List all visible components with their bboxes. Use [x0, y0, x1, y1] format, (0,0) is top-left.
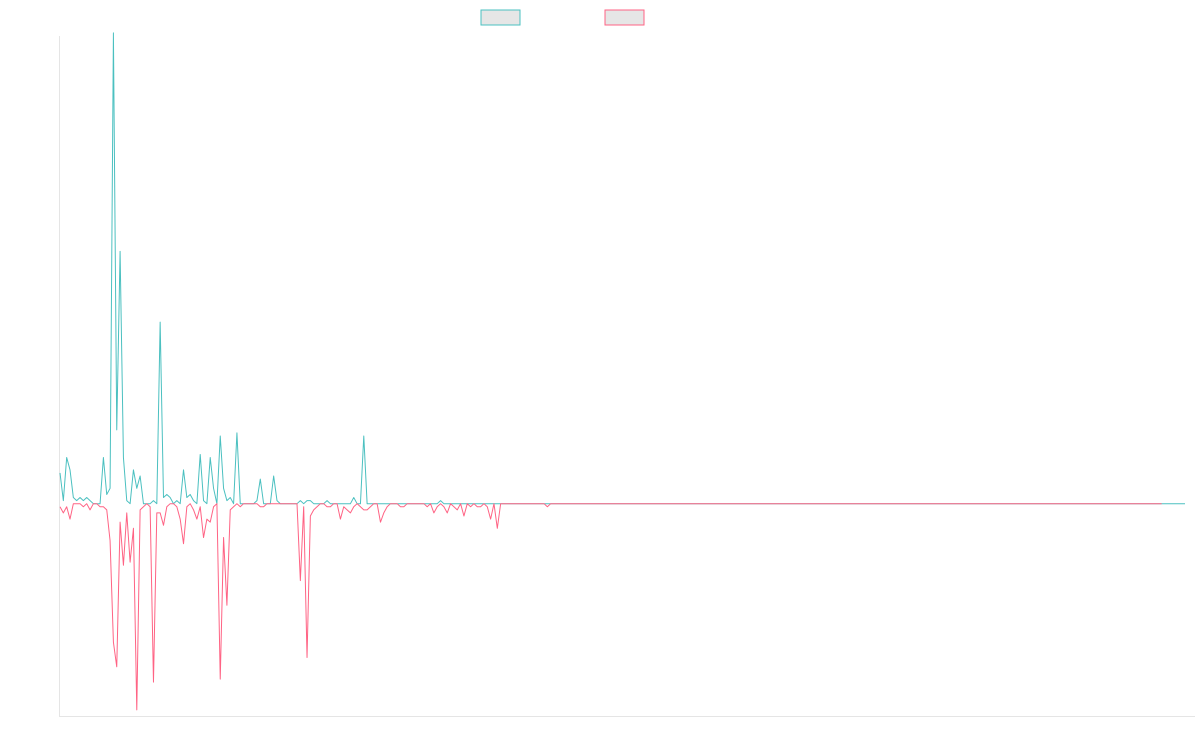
- series-line-1: [59, 32, 1185, 505]
- legend-swatch-series-2: [604, 9, 645, 26]
- plot-area: [59, 32, 1185, 711]
- legend-item-series-2[interactable]: [604, 9, 645, 26]
- legend-swatch-series-1: [480, 9, 521, 26]
- legend: [480, 9, 645, 26]
- series-line-2: [59, 503, 1162, 711]
- legend-item-series-1[interactable]: [480, 9, 521, 26]
